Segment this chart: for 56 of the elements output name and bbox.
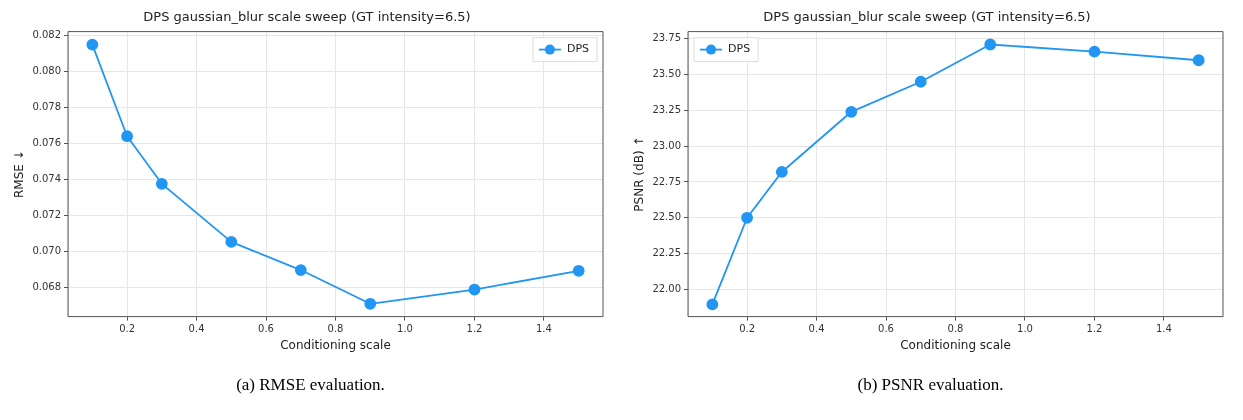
x-axis-title: Conditioning scale	[279, 337, 391, 352]
text: (a) RMSE evaluation.	[236, 375, 385, 395]
legend-label: DPS	[566, 42, 589, 56]
chart-title: DPS gaussian_blur scale sweep (GT intensity=6.5)	[762, 9, 1091, 25]
y-tick-label: 22.50	[651, 211, 681, 223]
x-tick-label: 0.2	[738, 323, 755, 335]
y-axis-title: PSNR (dB) ↑	[631, 136, 646, 212]
x-tick-label: 1.0	[1016, 323, 1033, 335]
point	[120, 130, 133, 143]
y-tick-label: 0.080	[31, 64, 61, 76]
point	[705, 298, 718, 311]
y-tick-label: 0.068	[31, 281, 61, 293]
legend-label: DPS	[727, 42, 750, 56]
point	[983, 38, 996, 51]
y-tick-label: 0.070	[31, 245, 61, 257]
y-tick-label: 23.75	[651, 32, 681, 44]
x-axis-title: Conditioning scale	[899, 337, 1011, 352]
point	[775, 166, 788, 178]
x-tick-label: 0.6	[877, 323, 894, 335]
x-tick-label: 1.4	[1155, 323, 1172, 335]
x-tick-label: 1.2	[466, 323, 482, 335]
point	[224, 236, 237, 248]
point	[155, 177, 168, 190]
point	[468, 283, 480, 296]
x-tick-label: 1.4	[535, 323, 552, 335]
y-tick-label: 0.078	[31, 100, 61, 112]
point	[914, 75, 927, 88]
x-tick-label: 0.4	[808, 323, 825, 335]
point	[363, 297, 376, 310]
y-tick-label: 23.00	[651, 139, 681, 151]
x-tick-label: 1.0	[396, 323, 413, 335]
x-tick-label: 0.4	[188, 323, 205, 335]
y-tick-label: 22.75	[651, 175, 681, 187]
point	[1192, 54, 1205, 67]
y-tick-label: 0.072	[31, 209, 61, 221]
chart-title: DPS gaussian_blur scale sweep (GT intensity=6.5)	[142, 9, 471, 25]
y-tick-label: 0.082	[31, 28, 61, 40]
point	[85, 38, 98, 51]
point	[294, 264, 307, 276]
x-tick-label: 0.2	[118, 323, 135, 335]
point	[1088, 45, 1100, 58]
y-tick-label: 23.25	[651, 103, 681, 115]
x-tick-label: 0.8	[327, 323, 343, 335]
y-axis-title: RMSE ↓	[11, 150, 26, 198]
text: (b) PSNR evaluation.	[857, 375, 1004, 395]
y-tick-label: 22.25	[651, 247, 681, 259]
x-tick-label: 0.6	[257, 323, 274, 335]
x-tick-label: 0.8	[947, 323, 963, 335]
y-tick-label: 0.076	[31, 137, 61, 149]
point	[844, 105, 857, 118]
x-tick-label: 1.2	[1086, 323, 1102, 335]
point	[572, 264, 585, 277]
point	[740, 211, 753, 224]
y-tick-label: 22.00	[651, 282, 681, 294]
y-tick-label: 23.50	[651, 68, 681, 80]
y-tick-label: 0.074	[31, 173, 61, 185]
